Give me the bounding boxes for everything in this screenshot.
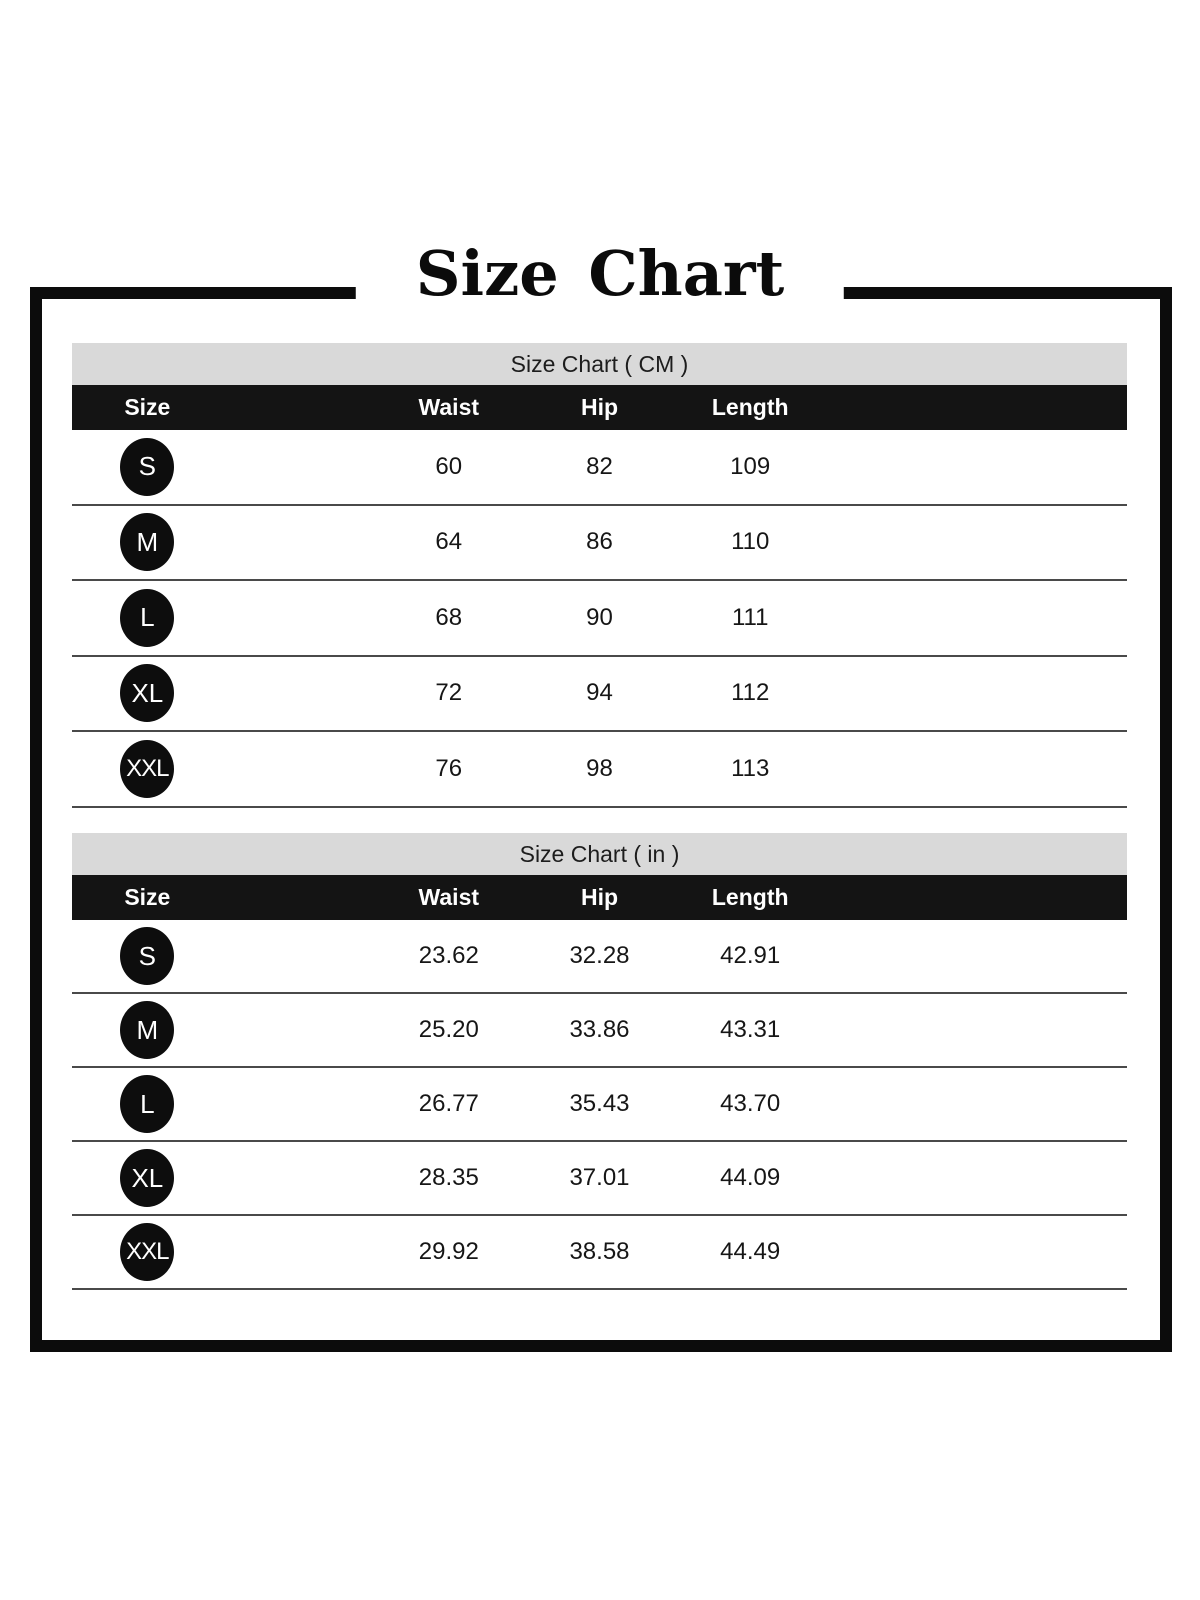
table-caption-cm: Size Chart ( CM ) — [72, 343, 1127, 385]
table-header-row-in: Size Waist Hip Length — [72, 875, 1127, 920]
size-cell: XXL — [72, 1223, 223, 1281]
hip-value: 35.43 — [569, 1090, 630, 1117]
col-header-size: Size — [124, 884, 171, 910]
size-badge: XXL — [120, 739, 175, 798]
table-row: L 26.77 35.43 43.70 — [72, 1068, 1127, 1142]
size-cell: XXL — [72, 739, 223, 798]
hip-value: 86 — [586, 528, 613, 556]
length-value: 44.09 — [720, 1164, 781, 1191]
size-cell: XL — [72, 1149, 223, 1207]
col-header-length: Length — [711, 394, 789, 420]
length-value: 113 — [731, 754, 770, 782]
waist-value: 72 — [435, 679, 463, 707]
size-badge: L — [120, 588, 175, 647]
size-cell: S — [72, 927, 223, 985]
col-header-hip: Hip — [580, 884, 619, 910]
size-cell: L — [72, 1075, 223, 1133]
table-row: S 23.62 32.28 42.91 — [72, 920, 1127, 994]
waist-value: 68 — [435, 603, 463, 631]
hip-value: 32.28 — [569, 942, 630, 969]
size-table-in: Size Chart ( in ) Size Waist Hip Length … — [72, 833, 1127, 1290]
length-value: 43.70 — [720, 1090, 781, 1117]
length-value: 109 — [730, 452, 771, 480]
table-row: XL 28.35 37.01 44.09 — [72, 1142, 1127, 1216]
hip-value: 82 — [586, 452, 613, 480]
size-table-cm: Size Chart ( CM ) Size Waist Hip Length … — [72, 343, 1127, 808]
waist-value: 76 — [435, 754, 463, 782]
page-title: Size Chart — [355, 242, 845, 306]
length-value: 112 — [731, 679, 770, 707]
table-header-row-cm: Size Waist Hip Length — [72, 385, 1127, 430]
size-badge: XXL — [120, 1223, 175, 1281]
frame-border — [30, 287, 1172, 1352]
size-cell: L — [72, 588, 223, 647]
table-row: L 68 90 111 — [72, 581, 1127, 657]
hip-value: 38.58 — [569, 1238, 630, 1265]
col-header-length: Length — [711, 884, 789, 910]
length-value: 43.31 — [720, 1016, 781, 1043]
table-row: XXL 76 98 113 — [72, 732, 1127, 808]
hip-value: 94 — [586, 679, 613, 707]
size-cell: M — [72, 513, 223, 572]
table-row: M 64 86 110 — [72, 506, 1127, 581]
size-badge: S — [120, 927, 175, 985]
waist-value: 64 — [435, 528, 463, 556]
size-badge: XL — [120, 1149, 175, 1207]
hip-value: 33.86 — [569, 1016, 630, 1043]
size-badge: M — [120, 513, 175, 572]
col-header-hip: Hip — [580, 394, 619, 420]
hip-value: 98 — [586, 754, 613, 782]
table-caption-in: Size Chart ( in ) — [72, 833, 1127, 875]
length-value: 111 — [731, 603, 769, 631]
table-row: S 60 82 109 — [72, 430, 1127, 506]
waist-value: 60 — [435, 452, 463, 480]
size-badge: M — [120, 1001, 175, 1059]
size-badge: L — [120, 1075, 175, 1133]
table-row: XL 72 94 112 — [72, 657, 1127, 732]
length-value: 110 — [731, 528, 770, 556]
table-row: M 25.20 33.86 43.31 — [72, 994, 1127, 1068]
size-cell: XL — [72, 664, 223, 723]
waist-value: 25.20 — [418, 1016, 479, 1043]
size-badge: XL — [120, 664, 175, 723]
waist-value: 28.35 — [418, 1164, 479, 1191]
waist-value: 26.77 — [418, 1090, 479, 1117]
length-value: 42.91 — [720, 942, 781, 969]
col-header-size: Size — [124, 394, 171, 420]
table-row: XXL 29.92 38.58 44.49 — [72, 1216, 1127, 1290]
col-header-waist: Waist — [418, 394, 480, 420]
waist-value: 29.92 — [418, 1238, 479, 1265]
length-value: 44.49 — [720, 1238, 781, 1265]
hip-value: 37.01 — [569, 1164, 630, 1191]
col-header-waist: Waist — [418, 884, 480, 910]
hip-value: 90 — [586, 603, 613, 631]
waist-value: 23.62 — [418, 942, 479, 969]
size-cell: S — [72, 437, 223, 496]
size-badge: S — [120, 437, 175, 496]
size-cell: M — [72, 1001, 223, 1059]
